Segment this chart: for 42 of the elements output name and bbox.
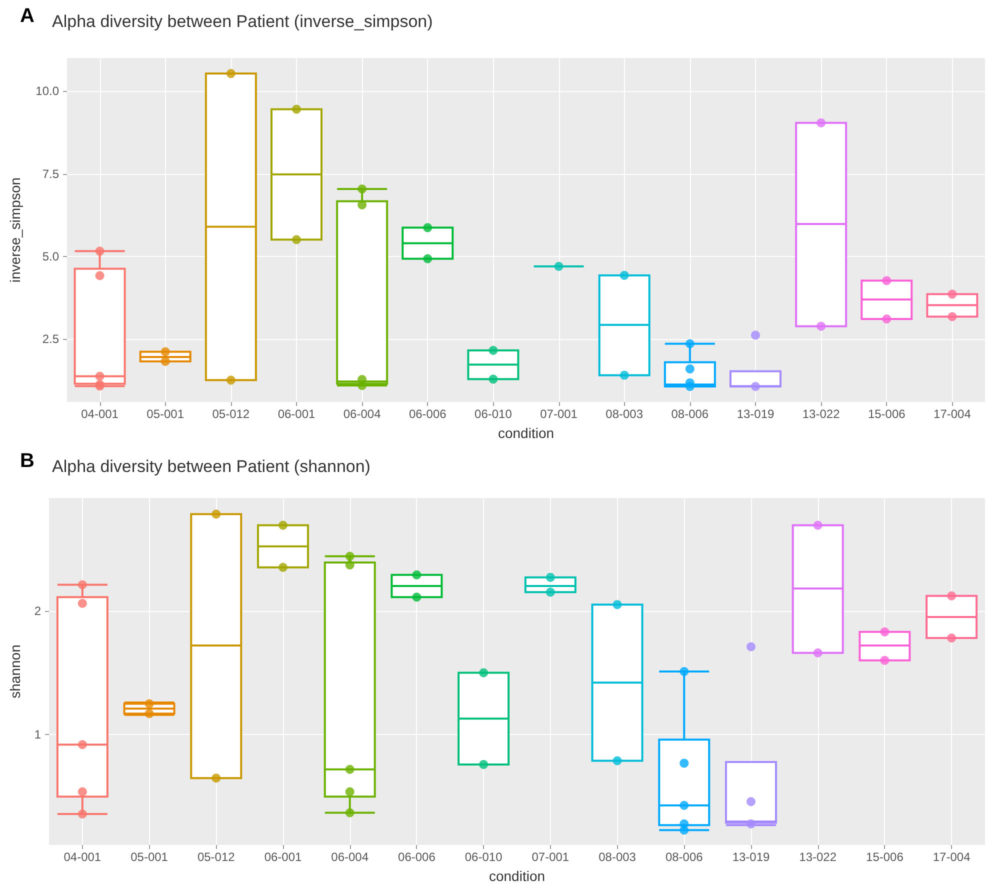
x-tick-label: 05-012 <box>197 850 236 864</box>
x-axis-title: condition <box>498 425 554 441</box>
x-tick-label: 06-001 <box>278 407 316 421</box>
y-tick-label: 2.5 <box>42 332 60 346</box>
x-tick-label: 06-004 <box>331 850 369 864</box>
y-tick-label: 10.0 <box>36 84 60 98</box>
x-tick-label: 13-022 <box>799 850 837 864</box>
y-axis-title: inverse_simpson <box>7 177 23 283</box>
x-tick-label: 05-012 <box>212 407 250 421</box>
x-tick-label: 07-001 <box>540 407 578 421</box>
x-tick-label: 15-006 <box>866 850 904 864</box>
x-tick-label: 17-004 <box>932 850 971 864</box>
chart-title: Alpha diversity between Patient (inverse_simpson) <box>52 12 433 31</box>
x-tick-label: 08-006 <box>671 407 709 421</box>
x-tick-label: 08-006 <box>665 850 704 864</box>
x-tick-label: 13-022 <box>802 407 840 421</box>
y-tick-label: 7.5 <box>42 166 60 181</box>
x-tick-label: 06-006 <box>408 407 447 421</box>
y-tick-label: 2 <box>34 604 42 618</box>
y-axis-title: shannon <box>7 644 23 698</box>
x-tick-label: 17-004 <box>934 407 972 421</box>
chart-title: Alpha diversity between Patient (shannon) <box>52 457 370 476</box>
x-tick-label: 08-003 <box>606 407 644 421</box>
x-tick-label: 06-004 <box>343 407 382 421</box>
x-tick-label: 06-010 <box>474 407 512 421</box>
x-tick-label: 13-019 <box>732 850 770 864</box>
text: A <box>20 5 34 27</box>
x-tick-label: 05-001 <box>146 407 184 421</box>
x-axis-title: condition <box>488 868 546 884</box>
x-tick-label: 06-001 <box>264 850 302 864</box>
y-tick-label: 1 <box>34 728 42 742</box>
x-tick-label: 05-001 <box>130 850 168 864</box>
x-tick-label: 08-003 <box>598 850 636 864</box>
x-tick-label: 04-001 <box>81 407 119 421</box>
x-tick-label: 13-019 <box>736 407 775 421</box>
x-tick-label: 15-006 <box>868 407 906 421</box>
text: B <box>20 450 34 472</box>
x-tick-label: 06-006 <box>398 850 436 864</box>
y-tick-label: 5.0 <box>42 249 60 264</box>
x-tick-label: 07-001 <box>532 850 570 864</box>
x-tick-label: 06-010 <box>464 850 503 864</box>
x-tick-label: 04-001 <box>64 850 102 864</box>
